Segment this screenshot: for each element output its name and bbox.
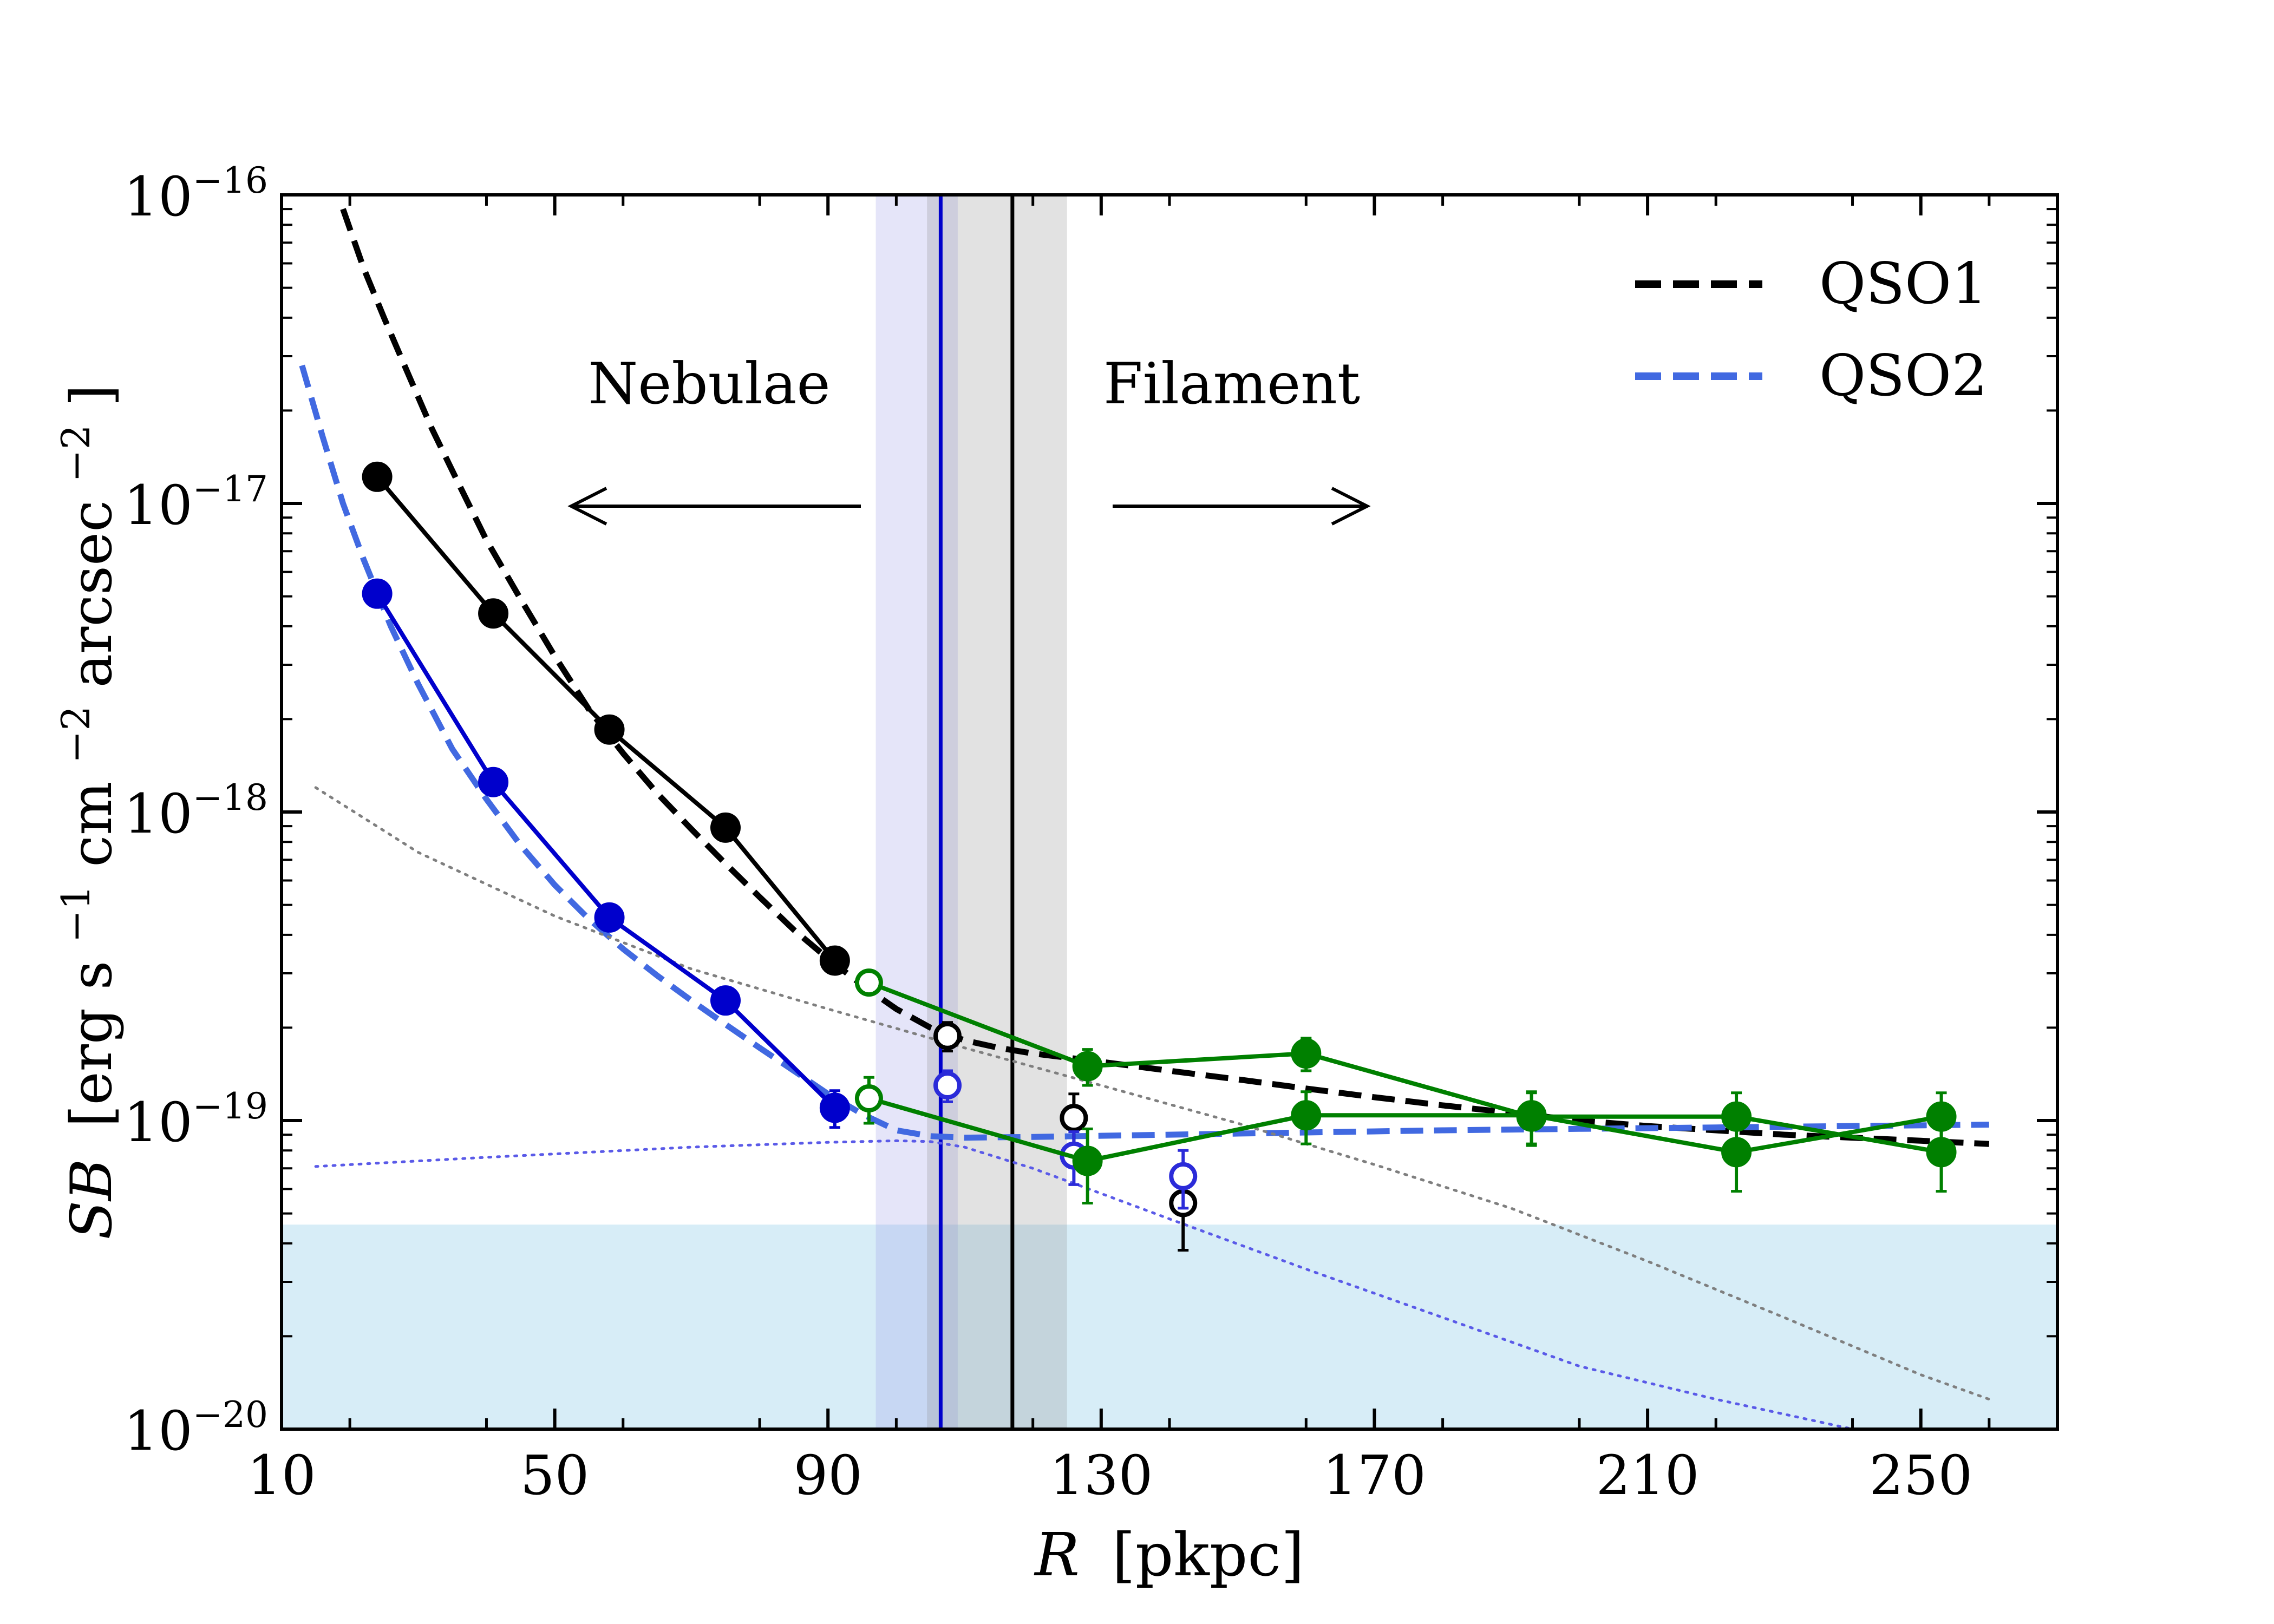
qso1-data-point [819,945,850,976]
qso1-data-point [710,812,741,843]
y-tick-base: 10 [123,782,192,846]
qso2-data-point [819,1092,850,1123]
y-axis-label-unit-3: arcsec [58,500,125,687]
dotted-blue-line [314,1139,1854,1429]
qso2-filament-point [1721,1137,1752,1168]
annotation-filament-label: Filament [1103,351,1360,417]
qso2-filament-point [1926,1101,1957,1132]
x-tick-label: 10 [247,1444,316,1507]
x-tick-label: 50 [520,1444,589,1507]
y-tick-label: 10−19 [123,1085,268,1154]
y-tick-label: 10−17 [123,468,268,537]
y-axis-label-main: SB [58,1159,125,1240]
qso1-filament-point [854,968,883,997]
qso2-open-points-point [1169,1162,1198,1190]
y-tick-label: 10−18 [123,777,268,846]
x-tick-label: 210 [1596,1444,1700,1507]
y-tick-label: 10−16 [123,160,268,228]
qso2-data-point [362,578,393,609]
y-axis-label-exp-2: −2 [53,706,99,763]
qso2-filament-point [1516,1100,1547,1131]
x-tick-label: 250 [1869,1444,1972,1507]
qso1-filament-point [1291,1038,1322,1069]
qso1-data-point [478,598,509,629]
y-tick-exponent: −18 [193,777,268,818]
x-axis-label-main: R [1034,1520,1080,1589]
qso1-fit-line [340,208,1990,1147]
y-tick-exponent: −20 [193,1394,268,1436]
y-axis-label: SB [erg s −1 cm −2 arcsec −2 ] [37,384,125,1240]
qso1-transition-band [927,195,1067,1429]
legend-qso2-label: QSO2 [1819,343,1988,409]
qso2-transition-band [875,195,958,1429]
qso2-open-points-point [933,1071,962,1100]
legend: QSO1 QSO2 [1635,251,1988,409]
qso2-filament-point [854,1084,883,1113]
x-tick-label: 130 [1049,1444,1153,1507]
axes: 10 50 90 130 170 210 25010−1610−1710−1810−1910… [123,160,2057,1507]
noise-band [282,1224,2057,1429]
legend-qso1-label: QSO1 [1819,251,1988,317]
y-tick-base: 10 [123,1091,192,1154]
qso2-filament-line [868,1096,1942,1163]
qso2-filament-point [1072,1145,1103,1176]
qso1-filament-line [868,980,1942,1155]
qso1-filament-point [1072,1051,1103,1082]
x-tick-label: 90 [794,1444,862,1507]
y-axis-label-unit-2: cm [58,781,125,867]
y-axis-label-unit-4: ] [58,384,125,407]
qso2-fit-line [299,364,1989,1141]
annotation-nebulae: Nebulae [567,351,861,526]
qso2-filament-point [1291,1100,1322,1131]
right-arrow-head [1331,487,1371,526]
y-tick-exponent: −16 [193,160,268,201]
left-arrow-head [567,487,607,526]
y-tick-label: 10−20 [123,1394,268,1463]
y-axis-label-exp-3: −2 [53,424,99,482]
y-axis-label-unit-1: [erg s [58,961,125,1128]
annotation-nebulae-label: Nebulae [588,351,830,417]
y-tick-base: 10 [123,165,192,228]
plot-area [282,195,2057,1429]
y-axis-label-exp-1: −1 [53,885,99,942]
annotation-filament: Filament [1103,351,1371,526]
qso1-data-point [362,461,393,492]
qso1-open-points-point [933,1021,962,1050]
x-tick-label: 170 [1323,1444,1426,1507]
dotted-grey-line [314,786,1991,1401]
x-axis-label: R [pkpc] [1034,1520,1304,1589]
qso2-data-point [710,985,741,1016]
qso2-data-point [478,767,509,797]
qso1-open-points-point [1060,1104,1088,1132]
y-tick-exponent: −17 [193,468,268,510]
y-tick-exponent: −19 [193,1085,268,1127]
y-tick-base: 10 [123,1399,192,1463]
y-tick-base: 10 [123,474,192,537]
qso2-data-point [594,902,625,933]
qso1-data-point [594,714,625,745]
x-axis-label-unit: [pkpc] [1112,1520,1304,1589]
